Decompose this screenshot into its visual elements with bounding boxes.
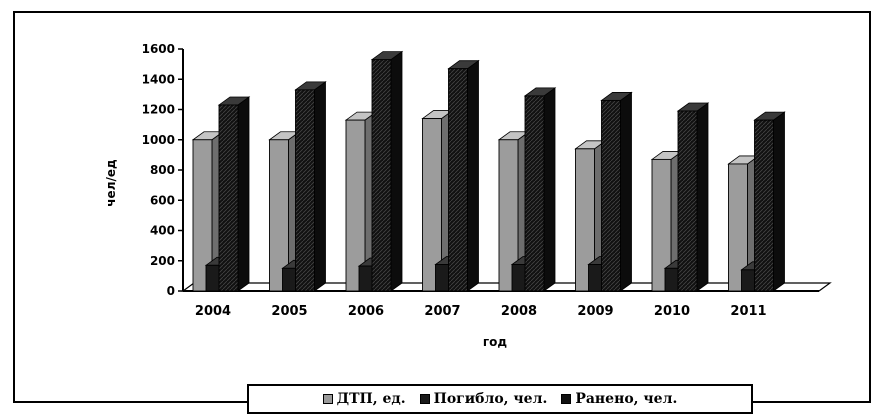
bar-side — [237, 96, 250, 292]
legend-item: ДТП, ед. — [322, 391, 406, 407]
bar-3-2009 — [601, 99, 621, 292]
x-axis-title: год — [483, 335, 508, 349]
legend-item: Погибло, чел. — [419, 391, 548, 407]
y-tick-label: 800 — [150, 163, 175, 177]
legend-swatch — [561, 394, 572, 404]
bar-chart: 0 200 400 600 800 1000 1200 1400 1600 2004 2005 200… — [104, 42, 832, 349]
bar-3-2005 — [295, 89, 315, 292]
legend-swatch — [322, 394, 333, 404]
bar-3-2008 — [524, 95, 545, 292]
y-axis-title: чел/ед — [104, 159, 118, 207]
bar-3-2011 — [754, 119, 774, 292]
chart-frame: 0 200 400 600 800 1000 1200 1400 1600 2004 2005 200… — [13, 11, 871, 414]
bar-1-2004 — [192, 139, 213, 292]
x-tick-label: 2006 — [348, 304, 384, 319]
legend-label: Погибло, чел. — [433, 391, 548, 407]
bar-1-2005 — [269, 139, 289, 292]
bar-1-2010 — [651, 158, 672, 292]
bar-3-2006 — [371, 59, 392, 292]
plot-area: 0 200 400 600 800 1000 1200 1400 1600 2004 2005 200… — [142, 42, 832, 319]
x-tick-label: 2004 — [195, 304, 231, 319]
bar-1-2009 — [575, 148, 595, 292]
chart-legend: ДТП, ед. Погибло, чел. Ранено, чел. — [247, 384, 753, 414]
bar-side — [314, 81, 326, 292]
legend-label: Ранено, чел. — [575, 391, 678, 407]
y-tick-label: 600 — [150, 193, 175, 207]
bar-1-2006 — [345, 119, 366, 292]
x-tick-label: 2007 — [424, 304, 460, 319]
x-tick-label: 2010 — [654, 304, 690, 319]
bar-1-2011 — [728, 163, 748, 292]
bar-side — [773, 111, 785, 292]
bar-1-2007 — [422, 118, 442, 292]
y-tick-label: 200 — [150, 254, 175, 268]
legend-label: ДТП, ед. — [336, 391, 406, 407]
bar-side — [467, 59, 479, 292]
legend-item: Ранено, чел. — [561, 391, 677, 407]
y-tick-label: 400 — [150, 224, 175, 238]
bar-side — [696, 102, 709, 292]
bar-side — [543, 87, 556, 292]
x-tick-label: 2005 — [271, 304, 307, 319]
bar-side — [620, 91, 632, 292]
y-tick-label: 0 — [167, 284, 175, 298]
y-tick-label: 1000 — [142, 133, 175, 147]
bar-3-2004 — [218, 104, 239, 292]
y-tick-label: 1400 — [142, 72, 175, 86]
x-tick-label: 2009 — [577, 304, 613, 319]
bar-side — [390, 50, 403, 292]
x-tick-label: 2011 — [730, 304, 766, 319]
legend-swatch — [419, 394, 430, 404]
bar-3-2010 — [677, 110, 698, 292]
y-tick-label: 1600 — [142, 42, 175, 56]
bar-1-2008 — [498, 139, 519, 292]
x-tick-label: 2008 — [501, 304, 537, 319]
y-tick-label: 1200 — [142, 103, 175, 117]
bar-3-2007 — [448, 68, 468, 292]
